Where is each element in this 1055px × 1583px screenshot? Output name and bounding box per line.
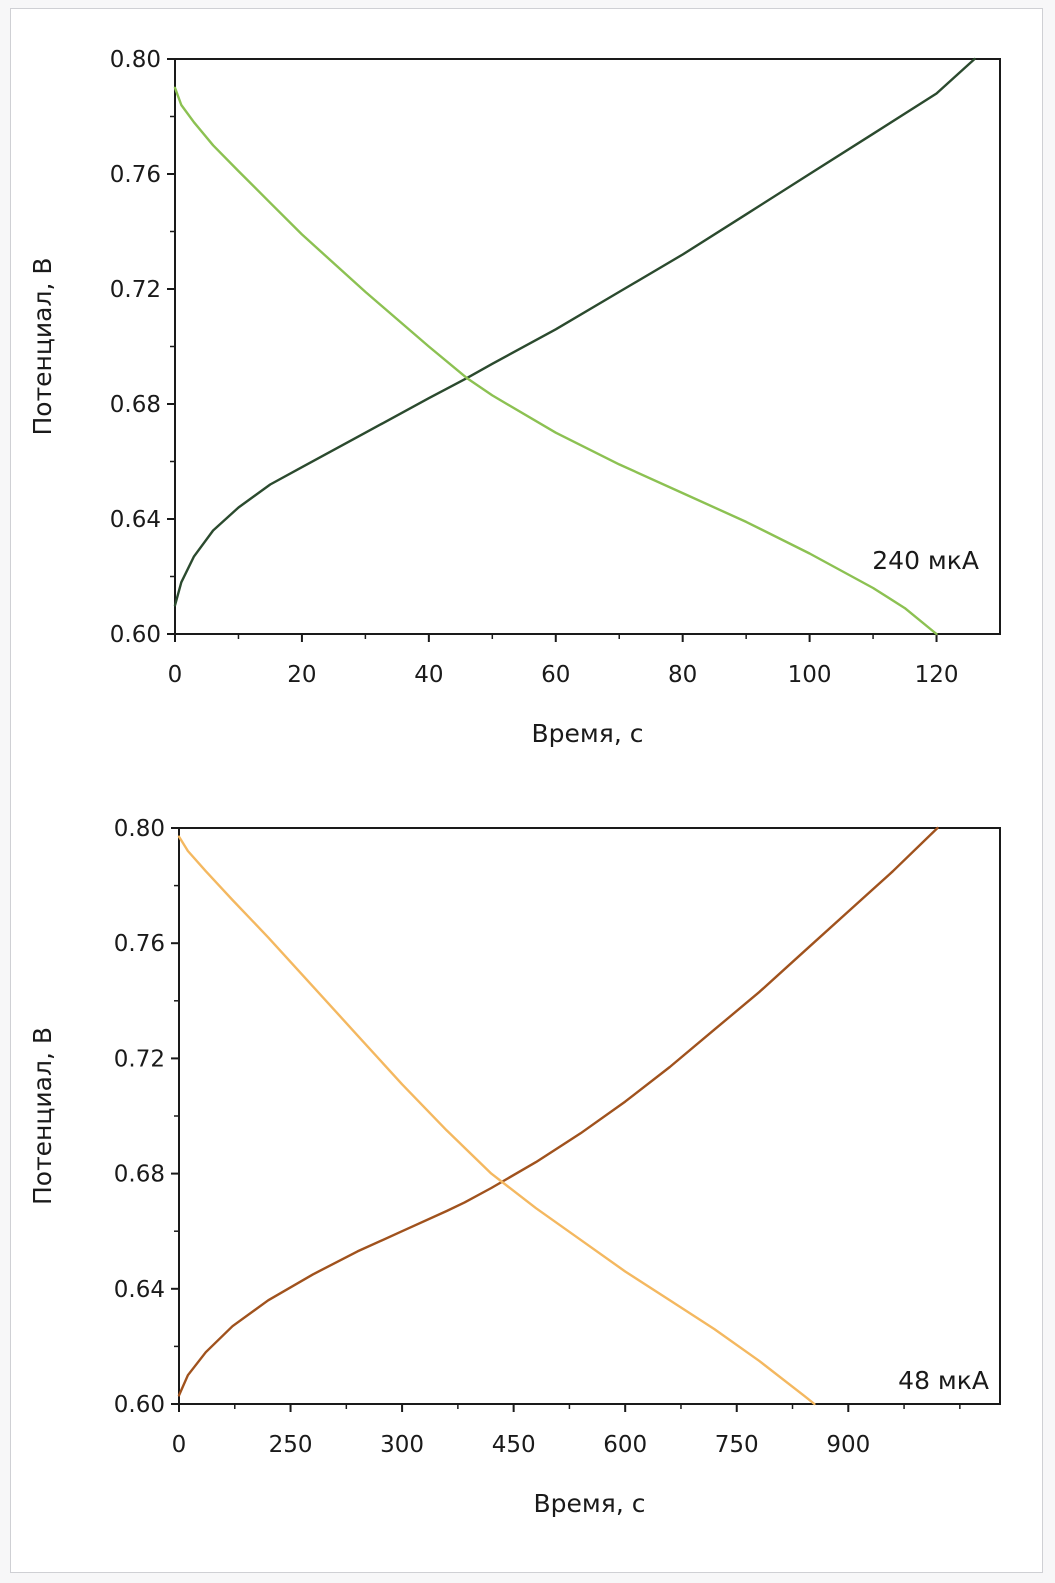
x-tick-label: 450 bbox=[492, 1432, 536, 1458]
y-tick-label: 0.76 bbox=[114, 931, 165, 957]
x-axis-label: Время, с bbox=[534, 1489, 646, 1518]
x-tick-label: 300 bbox=[380, 1432, 424, 1458]
figure: 0.60 0.64 0.68 0.72 0.76 0.80 0 20 40 60 80 100 120 В… bbox=[10, 8, 1043, 1573]
y-tick-label: 0.72 bbox=[110, 277, 161, 303]
y-tick-label: 0.76 bbox=[110, 162, 161, 188]
y-tick-label: 0.68 bbox=[110, 392, 161, 418]
x-tick-label: 250 bbox=[269, 1432, 313, 1458]
y-tick-label: 0.72 bbox=[114, 1046, 165, 1072]
series-line-2 bbox=[173, 86, 938, 636]
x-tick-label: 100 bbox=[788, 662, 832, 688]
y-tick-label: 0.60 bbox=[114, 1392, 165, 1418]
x-axis-label: Время, с bbox=[532, 719, 644, 748]
current-annotation: 48 мкА bbox=[898, 1366, 989, 1395]
y-tick-label: 0.64 bbox=[114, 1277, 165, 1303]
x-tick-label: 0 bbox=[172, 1432, 187, 1458]
x-tick-label: 750 bbox=[715, 1432, 759, 1458]
y-tick-label: 0.68 bbox=[114, 1162, 165, 1188]
chart-panel-top: 0.60 0.64 0.68 0.72 0.76 0.80 0 20 40 60 80 100 120 В… bbox=[28, 47, 1001, 748]
x-tick-label: 120 bbox=[915, 662, 959, 688]
x-tick-label: 600 bbox=[603, 1432, 647, 1458]
chart-panel-bottom: 0.60 0.64 0.68 0.72 0.76 0.80 0 250 300 450 600 750… bbox=[28, 816, 1001, 1518]
current-annotation: 240 мкА bbox=[872, 546, 979, 575]
series-line-2 bbox=[177, 835, 816, 1406]
y-tick-label: 0.80 bbox=[114, 816, 165, 842]
y-tick-label: 0.60 bbox=[110, 622, 161, 648]
y-axis-label: Потенциал, В bbox=[28, 1027, 57, 1205]
x-tick-label: 900 bbox=[826, 1432, 870, 1458]
x-tick-label: 0 bbox=[168, 662, 183, 688]
plot-area bbox=[174, 58, 1001, 635]
y-tick-label: 0.64 bbox=[110, 507, 161, 533]
charts-canvas: 0.60 0.64 0.68 0.72 0.76 0.80 0 20 40 60 80 100 120 В… bbox=[28, 47, 1001, 1518]
x-tick-label: 40 bbox=[414, 662, 443, 688]
x-tick-label: 20 bbox=[287, 662, 316, 688]
y-tick-label: 0.80 bbox=[110, 47, 161, 73]
plot-area bbox=[178, 827, 1001, 1405]
series-line-1 bbox=[177, 826, 939, 1397]
y-axis-label: Потенциал, В bbox=[28, 258, 57, 436]
x-tick-label: 80 bbox=[668, 662, 697, 688]
x-tick-label: 60 bbox=[541, 662, 570, 688]
